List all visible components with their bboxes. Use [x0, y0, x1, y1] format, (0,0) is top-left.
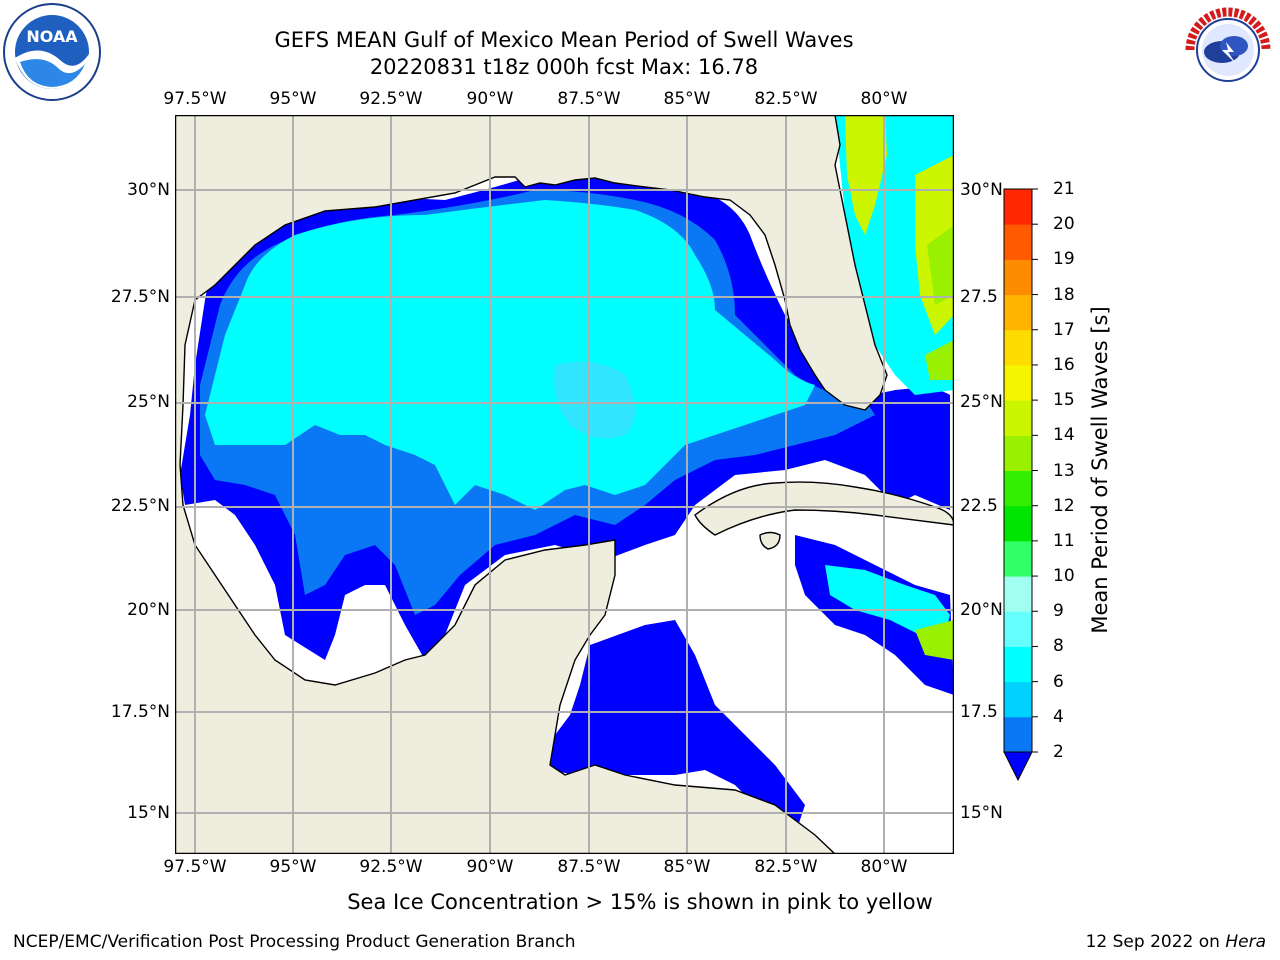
chart-subtitle: 20220831 t18z 000h fcst Max: 16.78 [369, 55, 759, 79]
colorbar-tick-label: 20 [1053, 214, 1075, 235]
lat-tick-left: 17.5°N [110, 702, 170, 722]
lat-tick-right: 17.5 [960, 702, 998, 722]
lon-tick-top: 90°W [466, 89, 514, 109]
chart-title: GEFS MEAN Gulf of Mexico Mean Period of … [274, 28, 854, 52]
colorbar-tick-label: 18 [1053, 284, 1075, 305]
colorbar-segment [1004, 329, 1032, 366]
lon-tick-top: 95°W [269, 89, 317, 109]
lon-tick-top: 92.5°W [359, 89, 423, 109]
colorbar [1003, 188, 1038, 782]
colorbar-tick-label: 2 [1053, 742, 1064, 762]
land [175, 115, 954, 854]
atlantic-field-yellow [845, 115, 954, 335]
cayman-field-cyan [825, 565, 950, 635]
lat-tick-left: 30°N [127, 180, 170, 200]
map-panel [175, 115, 954, 854]
colorbar-tick-label: 12 [1053, 495, 1075, 516]
lon-tick-top: 80°W [860, 89, 908, 109]
lat-tick-left: 20°N [127, 600, 170, 620]
lon-tick-top: 97.5°W [163, 89, 227, 109]
colorbar-segment [1004, 646, 1032, 683]
land-mainland [175, 115, 888, 854]
lon-tick-top: 85°W [663, 89, 711, 109]
lon-tick-bottom: 80°W [860, 857, 908, 877]
lat-tick-left: 22.5°N [110, 496, 170, 516]
colorbar-tick-label: 21 [1053, 179, 1075, 199]
colorbar-segment [1004, 364, 1032, 401]
lat-tick-right: 25°N [960, 392, 1003, 412]
atlantic-field-green [925, 225, 954, 380]
lon-tick-bottom: 92.5°W [359, 857, 423, 877]
colorbar-segment [1004, 681, 1032, 718]
colorbar-segment [1004, 224, 1032, 260]
colorbar-tick-label: 14 [1053, 425, 1075, 446]
lat-tick-right: 30°N [960, 180, 1003, 200]
colorbar-tick-label: 13 [1053, 460, 1075, 481]
colorbar-segment [1004, 611, 1032, 647]
lat-tick-right: 15°N [960, 803, 1003, 823]
lon-tick-top: 82.5°W [754, 89, 818, 109]
cayman-field-green [915, 620, 954, 660]
noaa-logo-text: NOAA [26, 27, 78, 46]
lat-tick-right: 27.5 [960, 287, 998, 307]
colorbar-segment [1004, 576, 1032, 612]
lat-tick-left: 25°N [127, 392, 170, 412]
colorbar-tick-label: 6 [1053, 671, 1064, 692]
footer-machine: Hera [1225, 932, 1266, 952]
lat-tick-left: 15°N [127, 803, 170, 823]
colorbar-segment [1004, 470, 1032, 507]
lon-tick-bottom: 90°W [466, 857, 514, 877]
lat-tick-left: 27.5°N [110, 287, 170, 307]
noaa-logo: NOAA [0, 2, 104, 106]
swell-contour-6s [205, 200, 815, 510]
map-frame [175, 115, 954, 854]
lon-tick-bottom: 95°W [269, 857, 317, 877]
colorbar-tick-label: 10 [1053, 566, 1075, 587]
footer-date-text: 12 Sep 2022 on [1085, 932, 1226, 952]
caribbean-field [550, 620, 805, 835]
land-isle [759, 531, 781, 550]
lat-tick-right: 22.5 [960, 496, 998, 516]
colorbar-segment [1004, 400, 1032, 436]
footer-branch: NCEP/EMC/Verification Post Processing Pr… [13, 932, 576, 952]
lon-tick-bottom: 97.5°W [163, 857, 227, 877]
colorbar-segment [1004, 435, 1032, 471]
footer-date: 12 Sep 2022 on Hera [1086, 932, 1266, 952]
lon-tick-bottom: 87.5°W [557, 857, 621, 877]
colorbar-tick-label: 19 [1053, 249, 1075, 270]
colorbar-segment [1004, 259, 1032, 296]
lon-tick-bottom: 85°W [663, 857, 711, 877]
colorbar-tick-label: 17 [1053, 319, 1075, 340]
colorbar-title: Mean Period of Swell Waves [s] [1088, 306, 1112, 634]
colorbar-segment [1004, 294, 1032, 331]
colorbar-segment [1004, 716, 1032, 753]
colorbar-segment [1004, 540, 1032, 577]
lat-tick-right: 20°N [960, 600, 1003, 620]
colorbar-tick-label: 4 [1053, 706, 1064, 727]
lon-tick-bottom: 82.5°W [754, 857, 818, 877]
swell-contour-6s-light [554, 361, 635, 439]
colorbar-tick-label: 16 [1053, 354, 1075, 375]
nws-logo [1176, 0, 1280, 100]
colorbar-segment [1004, 505, 1032, 542]
colorbar-tick-label: 11 [1053, 530, 1075, 551]
sea-ice-note: Sea Ice Concentration > 15% is shown in … [347, 890, 933, 914]
lon-tick-top: 87.5°W [557, 89, 621, 109]
colorbar-tick-label: 9 [1053, 601, 1064, 622]
colorbar-tick-label: 8 [1053, 636, 1064, 657]
graticule [175, 115, 954, 854]
colorbar-extend-arrow [1003, 751, 1033, 782]
colorbar-segment [1004, 189, 1032, 225]
colorbar-tick-label: 15 [1053, 390, 1075, 411]
